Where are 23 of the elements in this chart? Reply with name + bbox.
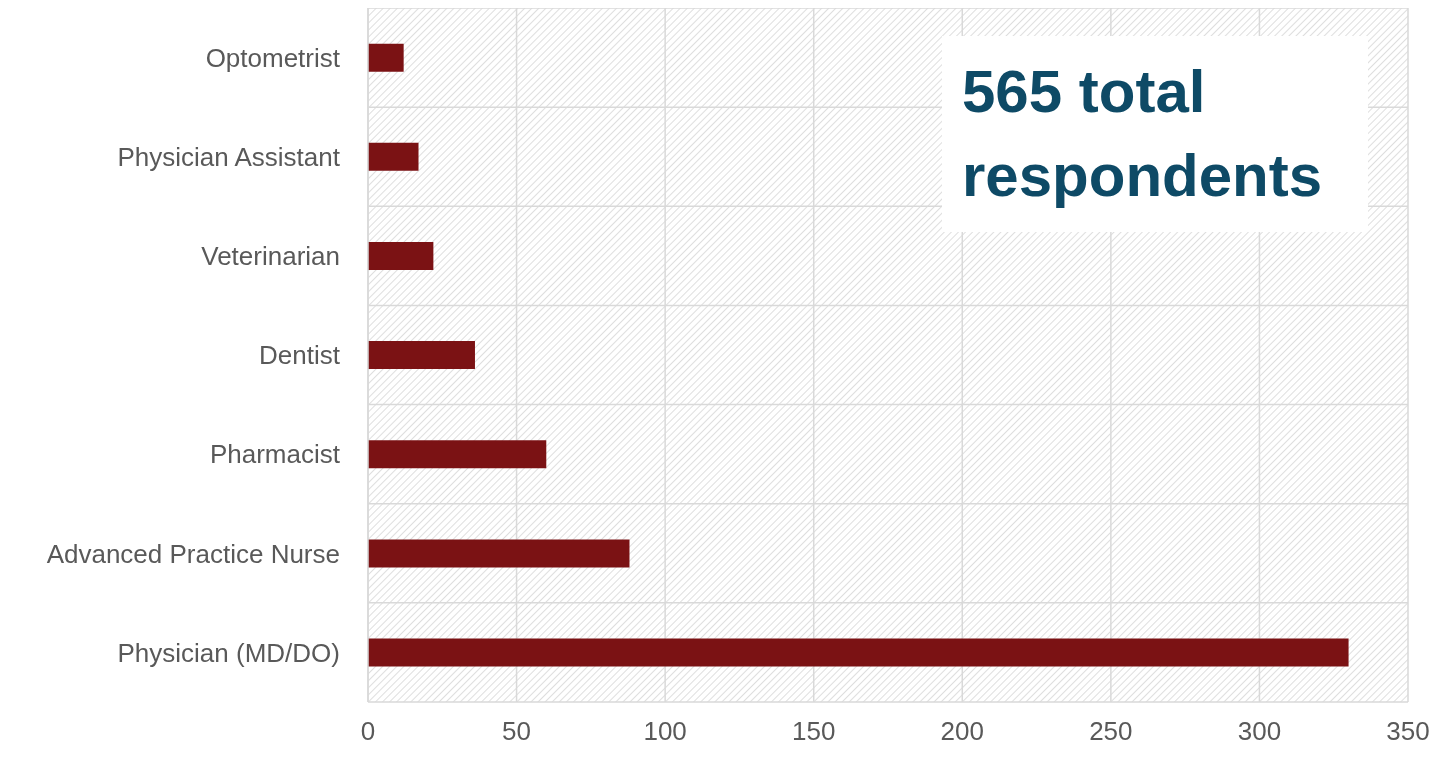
x-tick-label: 100 bbox=[643, 716, 687, 747]
y-tick-label: Dentist bbox=[259, 340, 341, 371]
y-tick-label: Physician Assistant bbox=[117, 141, 341, 172]
y-tick-label: Optometrist bbox=[205, 42, 341, 73]
x-tick-label: 150 bbox=[792, 716, 836, 747]
x-tick-label: 200 bbox=[940, 716, 984, 747]
annotation: 565 total respondents bbox=[942, 36, 1368, 232]
bar bbox=[368, 241, 434, 270]
y-tick-label: Physician (MD/DO) bbox=[117, 637, 340, 668]
bar bbox=[368, 440, 547, 469]
bar bbox=[368, 638, 1349, 667]
x-tick-label: 300 bbox=[1237, 716, 1282, 747]
bar bbox=[368, 341, 475, 370]
y-tick-label: Veterinarian bbox=[201, 241, 340, 272]
y-tick-label: Pharmacist bbox=[209, 439, 341, 470]
x-tick-label: 350 bbox=[1386, 716, 1430, 747]
x-tick-label: 50 bbox=[502, 716, 532, 747]
y-tick-label: Advanced Practice Nurse bbox=[46, 538, 340, 569]
x-tick-label: 250 bbox=[1089, 716, 1133, 747]
bar bbox=[368, 539, 630, 568]
bar bbox=[368, 43, 404, 72]
x-tick-label: 0 bbox=[360, 716, 376, 747]
bar bbox=[368, 142, 419, 171]
